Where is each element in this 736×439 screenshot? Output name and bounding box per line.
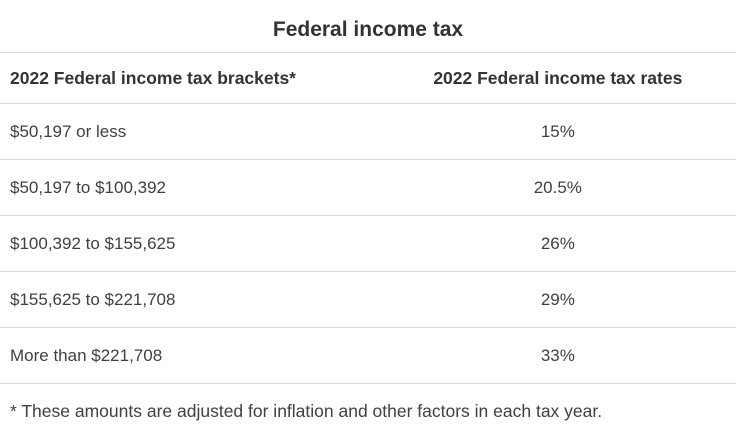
page-title: Federal income tax [0, 0, 736, 53]
tax-brackets-table: 2022 Federal income tax brackets* 2022 F… [0, 53, 736, 384]
table-row: $50,197 to $100,392 20.5% [0, 159, 736, 216]
column-header-rates: 2022 Federal income tax rates [379, 53, 736, 104]
rate-cell: 15% [379, 103, 736, 160]
table-row: More than $221,708 33% [0, 327, 736, 384]
table-row: $100,392 to $155,625 26% [0, 215, 736, 272]
footnote: * These amounts are adjusted for inflati… [10, 401, 603, 421]
bracket-cell: $50,197 to $100,392 [0, 159, 380, 216]
bracket-cell: $155,625 to $221,708 [0, 271, 380, 328]
bracket-cell: More than $221,708 [0, 327, 380, 384]
rate-cell: 26% [379, 215, 736, 272]
rate-cell: 33% [379, 327, 736, 384]
bracket-cell: $100,392 to $155,625 [0, 215, 380, 272]
table-header-row: 2022 Federal income tax brackets* 2022 F… [0, 53, 736, 104]
rate-cell: 29% [379, 271, 736, 328]
rate-cell: 20.5% [379, 159, 736, 216]
column-header-brackets: 2022 Federal income tax brackets* [0, 53, 380, 104]
bracket-cell: $50,197 or less [0, 103, 380, 160]
table-row: $155,625 to $221,708 29% [0, 271, 736, 328]
table-row: $50,197 or less 15% [0, 103, 736, 160]
